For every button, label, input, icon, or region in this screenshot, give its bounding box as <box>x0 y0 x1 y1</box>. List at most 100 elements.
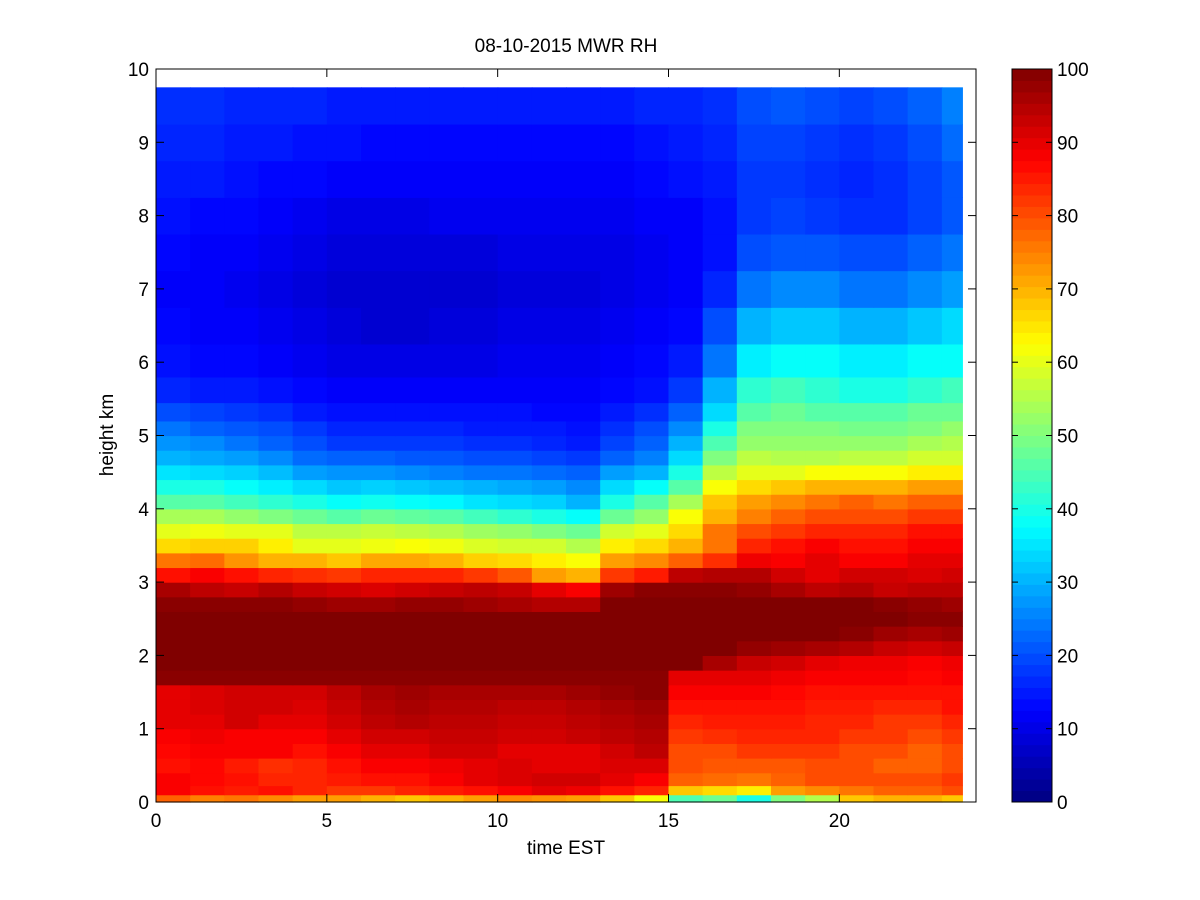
colorbar-segment <box>1012 343 1052 356</box>
heatmap-cell <box>292 420 328 437</box>
heatmap-cell <box>531 420 567 437</box>
heatmap-cell <box>907 567 943 583</box>
heatmap-cell <box>156 450 191 466</box>
heatmap-cell <box>805 123 840 162</box>
heatmap-cell <box>702 743 738 759</box>
colorbar-segment <box>1012 767 1052 780</box>
heatmap-cell <box>361 728 396 744</box>
heatmap-cell <box>326 582 362 598</box>
heatmap-cell <box>600 611 635 627</box>
colorbar-segment <box>1012 332 1052 345</box>
heatmap-cell <box>805 611 840 627</box>
heatmap-cell <box>190 197 225 235</box>
heatmap-cell <box>839 684 875 700</box>
heatmap-cell <box>702 435 738 451</box>
heatmap-cell <box>497 582 533 598</box>
heatmap-cell <box>702 233 738 272</box>
heatmap-cell <box>531 699 567 715</box>
heatmap-cell <box>600 160 635 198</box>
heatmap-cell <box>771 435 806 451</box>
heatmap-cell <box>497 435 533 451</box>
heatmap-cell <box>805 684 840 700</box>
heatmap-cell <box>907 270 943 308</box>
heatmap-cell <box>600 420 635 437</box>
heatmap-cell <box>771 494 806 510</box>
colorbar-segment <box>1012 733 1052 746</box>
heatmap-cell <box>258 611 294 627</box>
heatmap-cell <box>224 552 260 569</box>
x-axis-title: time EST <box>527 838 606 859</box>
heatmap-cell <box>190 270 225 308</box>
heatmap-cell <box>395 464 430 481</box>
heatmap-cell <box>805 479 840 495</box>
heatmap-cell <box>634 435 670 451</box>
heatmap-cell <box>668 582 704 598</box>
heatmap-cell <box>258 626 294 642</box>
heatmap-cell <box>497 450 533 466</box>
heatmap-cell <box>702 772 738 787</box>
chart-title: 08-10-2015 MWR RH <box>475 36 658 57</box>
heatmap-cell <box>156 794 191 803</box>
heatmap-cell <box>531 670 567 686</box>
heatmap-cell <box>190 450 225 466</box>
heatmap-cell <box>531 655 567 671</box>
heatmap-cell <box>292 684 328 700</box>
colorbar-segment <box>1012 309 1052 322</box>
heatmap-cell <box>361 376 396 404</box>
heatmap-cell <box>258 743 294 759</box>
heatmap-cell <box>429 376 465 404</box>
heatmap-cell <box>805 435 840 451</box>
heatmap-cell <box>907 655 943 671</box>
heatmap-cell <box>805 233 840 272</box>
heatmap-cell <box>736 494 772 510</box>
heatmap-cell <box>805 794 840 803</box>
colorbar-segment <box>1012 126 1052 139</box>
heatmap-cell <box>497 728 533 744</box>
heatmap-cell <box>873 743 909 759</box>
heatmap-cell <box>292 435 328 451</box>
y-tick-label: 10 <box>128 60 149 81</box>
x-axis: 0 5 10 15 20 <box>151 69 850 832</box>
heatmap-cell <box>873 450 909 466</box>
heatmap-cell <box>702 307 738 345</box>
heatmap-cell <box>736 640 772 656</box>
heatmap-cell <box>736 307 772 345</box>
heatmap-cell <box>634 402 670 422</box>
heatmap-cell <box>156 420 191 437</box>
heatmap-cell <box>429 772 465 787</box>
heatmap-cell <box>839 626 875 642</box>
colorbar-tick-label: 60 <box>1057 353 1078 374</box>
heatmap-cell <box>941 479 963 495</box>
heatmap-cell <box>805 160 840 198</box>
heatmap-cell <box>361 450 396 466</box>
heatmap-cell <box>668 714 704 730</box>
heatmap-cell <box>702 640 738 656</box>
heatmap-cell <box>190 655 225 671</box>
heatmap-cell <box>497 772 533 787</box>
heatmap-cell <box>771 508 806 525</box>
colorbar-segment <box>1012 160 1052 173</box>
colorbar-tick-label: 0 <box>1057 793 1068 814</box>
heatmap-cell <box>702 123 738 162</box>
heatmap-cell <box>907 479 943 495</box>
heatmap-cell <box>292 123 328 162</box>
heatmap-cell <box>395 123 430 162</box>
heatmap-cell <box>600 435 635 451</box>
heatmap-cell <box>668 758 704 774</box>
heatmap-cell <box>805 343 840 378</box>
y-tick-label: 5 <box>138 427 149 448</box>
heatmap-cell <box>258 233 294 272</box>
heatmap-cell <box>907 197 943 235</box>
heatmap-cell <box>736 772 772 787</box>
colorbar-segment <box>1012 103 1052 116</box>
colorbar-segment <box>1012 504 1052 517</box>
heatmap-cell <box>395 567 430 583</box>
heatmap-cell <box>736 758 772 774</box>
heatmap-cell <box>873 343 909 378</box>
heatmap-cell <box>326 420 362 437</box>
heatmap-cell <box>634 307 670 345</box>
heatmap-cell <box>771 611 806 627</box>
heatmap-cell <box>668 307 704 345</box>
heatmap-cell <box>736 794 772 803</box>
y-tick-label: 3 <box>138 573 149 594</box>
